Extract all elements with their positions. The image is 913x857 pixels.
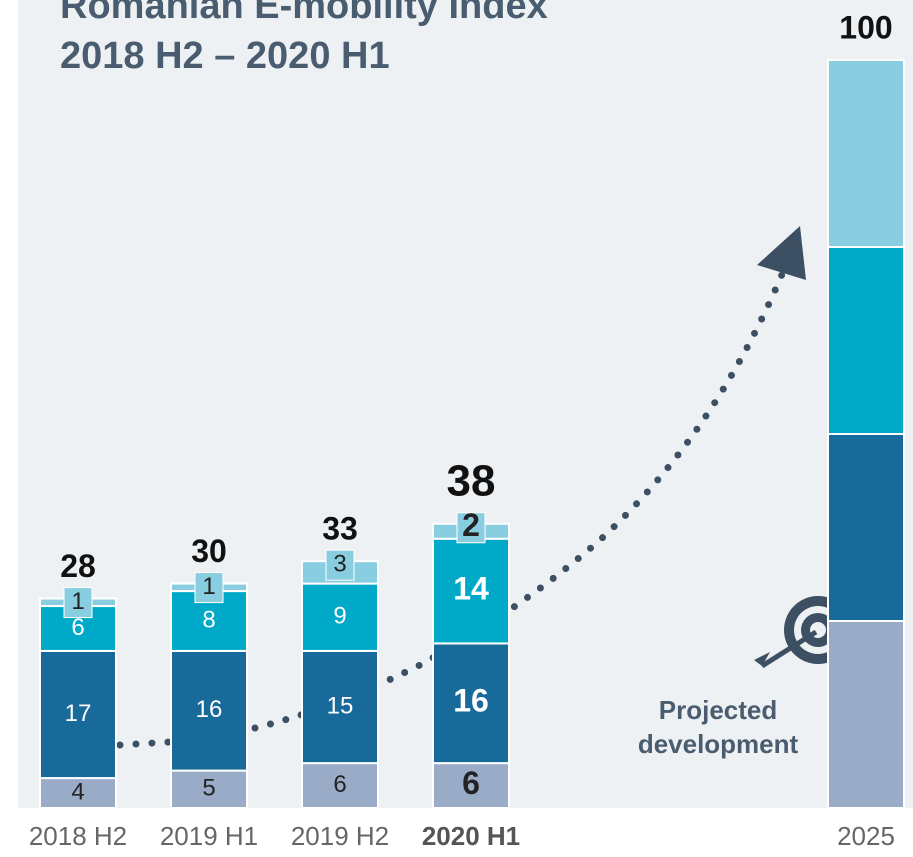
- label-box: [456, 512, 486, 544]
- total-label: 30: [191, 533, 227, 569]
- label-box: [194, 572, 224, 604]
- segment-label: 6: [71, 614, 84, 641]
- segment-label: 1: [202, 573, 215, 600]
- chart-title: Romanian E-mobility Index: [60, 0, 548, 27]
- bar-segment: [432, 642, 510, 765]
- label-box: [63, 587, 93, 619]
- segment-label: 6: [333, 771, 346, 798]
- segment-label: 4: [71, 778, 84, 805]
- total-label: 33: [322, 511, 358, 547]
- segment-label: 8: [202, 606, 215, 633]
- bar-segment: [170, 649, 248, 772]
- segment-label: 16: [453, 683, 489, 719]
- bar-segment: [827, 433, 905, 622]
- bar-segment: [39, 777, 117, 810]
- chart-subtitle: 2018 H2 – 2020 H1: [60, 35, 390, 77]
- segment-label: 5: [202, 775, 215, 802]
- segment-label: 2: [462, 507, 480, 543]
- x-tick-label: 2020 H1: [422, 821, 520, 851]
- segment-label: 16: [196, 696, 223, 723]
- segment-label: 6: [462, 765, 480, 801]
- label-box: [325, 549, 355, 581]
- segment-label: 3: [333, 551, 346, 578]
- segment-label: 15: [327, 692, 354, 719]
- bar-segment: [301, 649, 379, 765]
- bar-segment: [301, 582, 379, 652]
- bar-segment: [827, 59, 905, 248]
- annotation: Projected development: [638, 695, 799, 759]
- x-tick-label: 2019 H2: [291, 821, 389, 851]
- total-label: 28: [60, 548, 96, 584]
- x-tick-label: 2018 H2: [29, 821, 127, 851]
- bar-segment: [432, 537, 510, 645]
- segment-label: 17: [65, 700, 92, 727]
- bar-segment: [827, 620, 905, 809]
- bar-segment: [827, 246, 905, 435]
- x-tick-label: 2025: [837, 821, 895, 851]
- bar-segment: [39, 649, 117, 780]
- bar-segment: [432, 762, 510, 809]
- segment-label: 14: [453, 571, 489, 607]
- arrow-head: [757, 226, 806, 280]
- total-label: 100: [839, 9, 892, 45]
- segment-label: 1: [71, 588, 84, 615]
- x-tick-label: 2019 H1: [160, 821, 258, 851]
- total-label: 38: [447, 456, 496, 505]
- segment-label: 9: [333, 603, 346, 630]
